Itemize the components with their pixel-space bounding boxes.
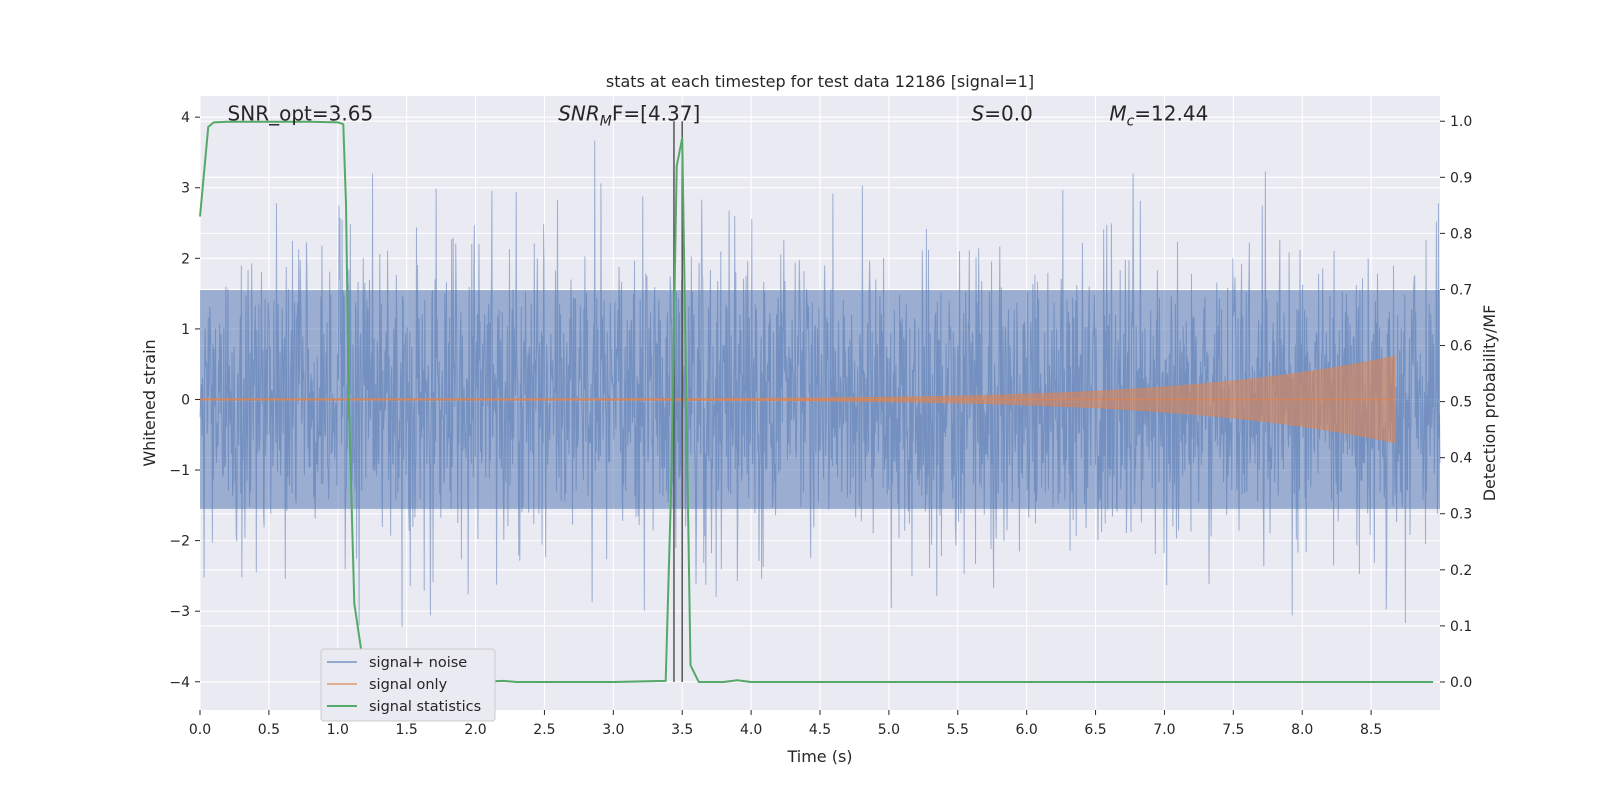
yr-tick-label-3: 0.3 [1450, 507, 1472, 523]
x-tick-label-4: 2.0 [464, 722, 486, 738]
yr-tick-label-6: 0.6 [1450, 339, 1472, 355]
x-tick-label-14: 7.0 [1153, 722, 1175, 738]
yr-tick-label-1: 0.1 [1450, 619, 1472, 635]
yr-tick-label-5: 0.5 [1450, 395, 1472, 411]
yl-tick-label-4: 0 [181, 392, 190, 408]
yr-tick-label-8: 0.8 [1450, 226, 1472, 242]
x-tick-label-17: 8.5 [1360, 722, 1382, 738]
annotation-3: Mc=12.44 [1109, 102, 1208, 130]
series-signal-only [199, 355, 1396, 444]
annotation-0: SNR_opt=3.65 [228, 102, 374, 126]
legend-label-signal-only: signal only [369, 677, 448, 693]
yl-tick-label-0: −4 [169, 675, 190, 691]
x-tick-label-1: 0.5 [258, 722, 280, 738]
chart-title: stats at each timestep for test data 121… [606, 72, 1034, 91]
yr-tick-label-4: 0.4 [1450, 451, 1472, 467]
yr-tick-label-9: 0.9 [1450, 170, 1472, 186]
x-tick-label-12: 6.0 [1016, 722, 1038, 738]
x-tick-label-11: 5.5 [947, 722, 969, 738]
series-signal-statistics [199, 120, 1434, 683]
annotation-1: SNRMF=[4.37] [558, 102, 700, 130]
x-tick-label-15: 7.5 [1222, 722, 1244, 738]
yr-tick-label-2: 0.2 [1450, 563, 1472, 579]
x-tick-label-2: 1.0 [327, 722, 349, 738]
x-tick-label-7: 3.5 [671, 722, 693, 738]
x-tick-label-13: 6.5 [1084, 722, 1106, 738]
yr-tick-label-10: 1.0 [1450, 114, 1472, 130]
yl-tick-label-7: 3 [181, 181, 190, 197]
vertical-markers [673, 121, 683, 682]
legend-label-signal-statistics: signal statistics [369, 699, 481, 715]
x-tick-label-3: 1.5 [396, 722, 418, 738]
yl-tick-label-8: 4 [181, 110, 190, 126]
x-tick-label-8: 4.0 [740, 722, 762, 738]
x-tick-label-16: 8.0 [1291, 722, 1313, 738]
annotation-2: S=0.0 [972, 102, 1033, 126]
x-tick-label-6: 3.0 [602, 722, 624, 738]
x-tick-label-5: 2.5 [533, 722, 555, 738]
x-axis-label: Time (s) [786, 747, 852, 766]
legend: signal+ noise signal only signal statist… [320, 648, 496, 722]
x-tick-label-10: 5.0 [878, 722, 900, 738]
yr-tick-label-7: 0.7 [1450, 282, 1472, 298]
noise-line [199, 140, 1441, 627]
yl-tick-label-6: 2 [181, 251, 190, 267]
probability-line [199, 120, 1434, 683]
yr-tick-label-0: 0.0 [1450, 675, 1472, 691]
ticks: 0.0 0.5 1.0 1.5 2.0 2.5 3.0 3.5 4.0 4.5 5.0 5.5 6.0 6… [169, 110, 1472, 738]
legend-box [320, 648, 496, 722]
x-tick-label-0: 0.0 [189, 722, 211, 738]
yl-tick-label-1: −3 [169, 604, 190, 620]
x-tick-label-9: 4.5 [809, 722, 831, 738]
annotations: SNR_opt=3.65 SNRMF=[4.37] S=0.0 Mc=12.44 [228, 102, 1209, 130]
y-axis-label-right: Detection probability/MF [1480, 305, 1499, 502]
y-axis-label-left: Whitened strain [140, 339, 159, 466]
yl-tick-label-2: −2 [169, 534, 190, 550]
legend-label-signal-noise: signal+ noise [369, 655, 467, 671]
yl-tick-label-3: −1 [169, 463, 190, 479]
yl-tick-label-5: 1 [181, 322, 190, 338]
